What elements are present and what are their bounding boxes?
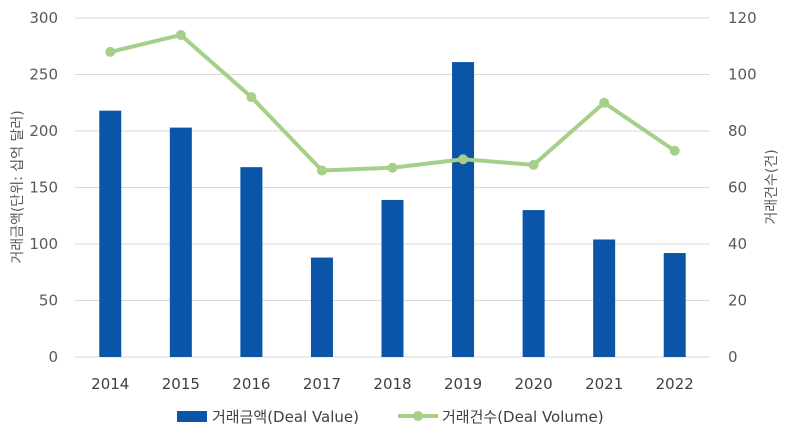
- left-tick-label: 250: [29, 66, 58, 84]
- x-tick-label: 2019: [444, 375, 482, 393]
- bar: [663, 253, 686, 357]
- line-point: [599, 97, 610, 108]
- left-tick-label: 150: [29, 179, 58, 197]
- x-tick-label: 2022: [656, 375, 694, 393]
- right-axis-title: 거래건수(건): [764, 149, 780, 224]
- right-tick-label: 20: [728, 292, 747, 310]
- bar: [99, 110, 122, 357]
- left-tick-label: 300: [29, 9, 58, 27]
- legend: 거래금액(Deal Value) 거래건수(Deal Volume): [177, 408, 604, 426]
- bar: [452, 62, 475, 357]
- x-tick-label: 2018: [373, 375, 411, 393]
- right-tick-label: 100: [728, 66, 757, 84]
- bar: [593, 239, 616, 357]
- left-tick-label: 50: [39, 292, 58, 310]
- x-axis-ticks: 2014 2015 2016 2017 2018 2019 2020 2021 2022: [91, 375, 694, 393]
- line-point: [246, 92, 257, 103]
- right-tick-label: 60: [728, 179, 747, 197]
- left-axis-ticks: 0 50 100 150 200 250 300: [29, 9, 58, 366]
- line-point: [105, 46, 116, 57]
- right-axis-ticks: 0 20 40 60 80 100 120: [728, 9, 757, 366]
- legend-bar-label: 거래금액(Deal Value): [212, 408, 359, 426]
- line-path: [109, 32, 676, 173]
- right-tick-label: 80: [728, 122, 747, 140]
- bar-series: [99, 62, 686, 357]
- legend-line-label: 거래건수(Deal Volume): [442, 408, 604, 426]
- x-tick-label: 2014: [91, 375, 129, 393]
- left-tick-label: 200: [29, 122, 58, 140]
- right-tick-label: 40: [728, 235, 747, 253]
- legend-bar-swatch: [177, 411, 207, 422]
- bar: [240, 167, 263, 357]
- x-tick-label: 2017: [303, 375, 341, 393]
- x-tick-label: 2015: [162, 375, 200, 393]
- line-point: [316, 165, 327, 176]
- line-point: [387, 162, 398, 173]
- x-tick-label: 2016: [232, 375, 270, 393]
- bar: [310, 257, 333, 357]
- left-tick-label: 0: [48, 348, 58, 366]
- x-tick-label: 2021: [585, 375, 623, 393]
- bar: [381, 199, 404, 357]
- right-tick-label: 120: [728, 9, 757, 27]
- right-tick-label: 0: [728, 348, 738, 366]
- left-tick-label: 100: [29, 235, 58, 253]
- bar: [522, 210, 545, 357]
- left-axis-title: 거래금액(단위: 십억 달러): [10, 110, 26, 263]
- bar: [169, 127, 192, 357]
- x-tick-label: 2020: [515, 375, 553, 393]
- line-point: [175, 29, 186, 40]
- line-point: [669, 145, 680, 156]
- line-point: [528, 159, 539, 170]
- legend-line-marker: [413, 411, 423, 421]
- line-series: [105, 29, 680, 176]
- line-point: [458, 154, 469, 165]
